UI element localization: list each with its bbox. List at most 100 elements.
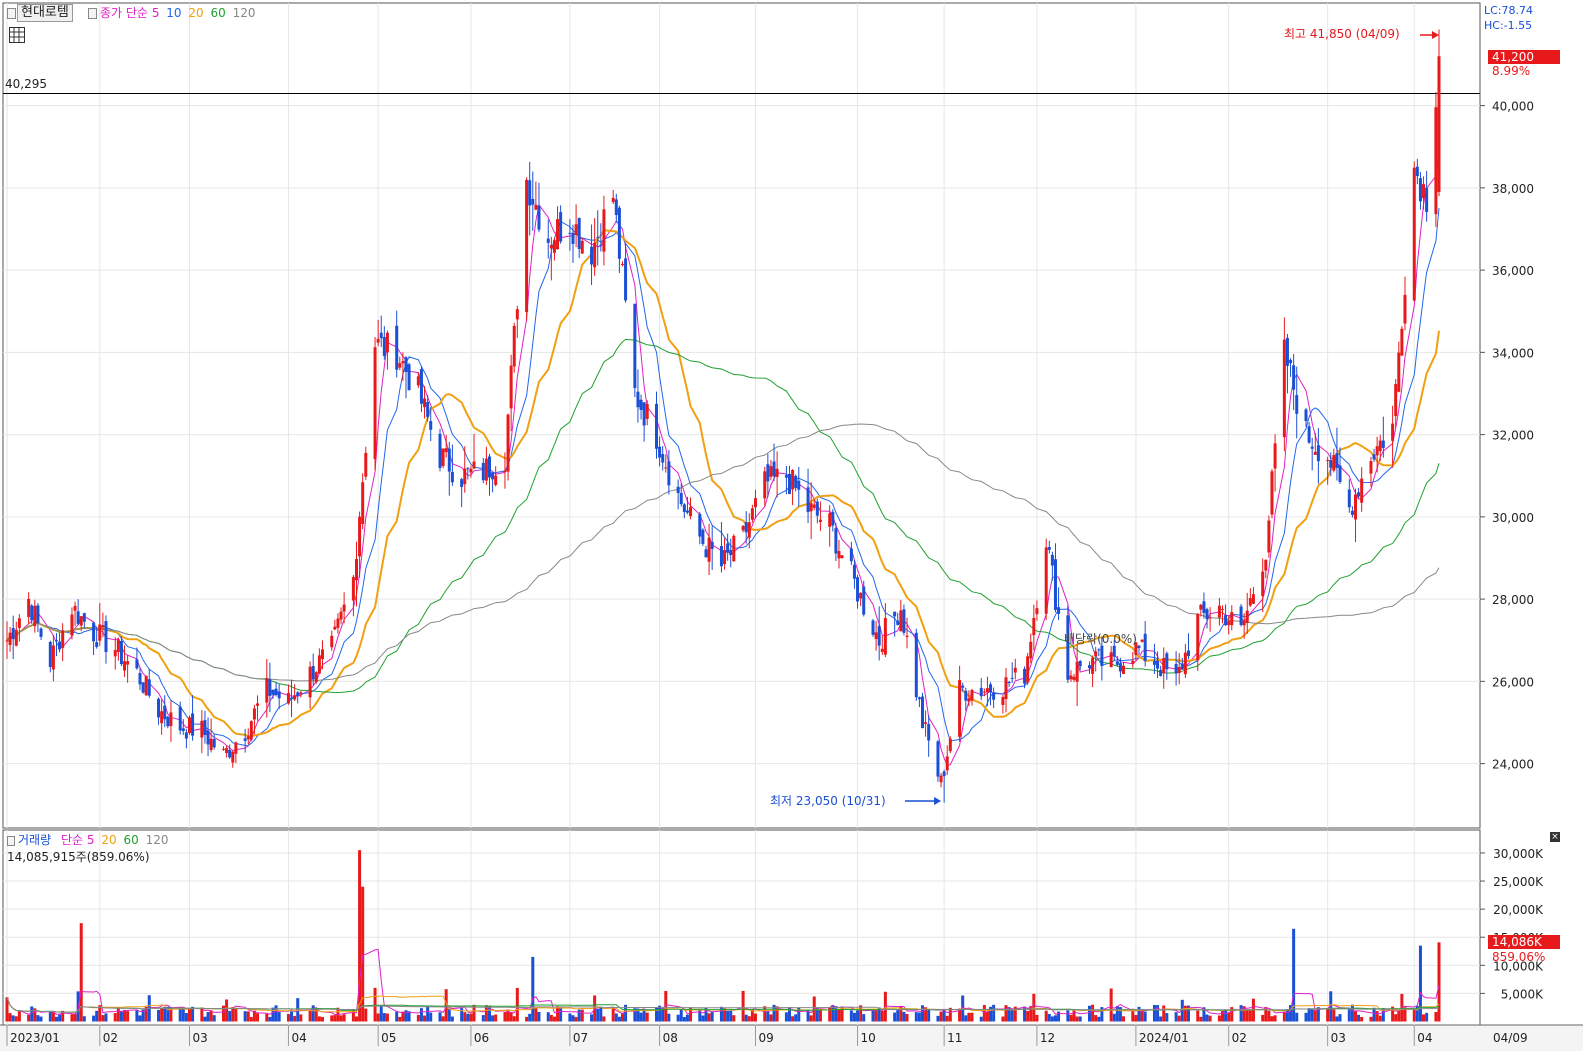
volume-bar xyxy=(747,1016,751,1022)
candle-body xyxy=(927,723,931,741)
volume-bar xyxy=(1422,1014,1426,1022)
volume-bar xyxy=(54,1016,58,1022)
candle-body xyxy=(1313,451,1317,455)
volume-bar xyxy=(51,1011,55,1022)
volume-bar xyxy=(382,1013,386,1022)
volume-bar xyxy=(509,1011,513,1022)
volume-bar xyxy=(1143,1011,1147,1022)
volume-bar xyxy=(806,1010,810,1022)
candle-body xyxy=(481,462,485,481)
candle-body xyxy=(200,720,204,738)
candle-body xyxy=(784,475,788,478)
candle-body xyxy=(1078,661,1082,667)
candle-body xyxy=(1050,554,1054,566)
y-tick-label: 28,000 xyxy=(1492,593,1534,607)
high-annotation: 최고 41,850 (04/09) xyxy=(1284,27,1400,41)
grid-icon[interactable] xyxy=(9,27,25,43)
volume-bar xyxy=(416,1014,420,1022)
candle-body xyxy=(528,180,532,206)
volume-bar xyxy=(1403,1007,1407,1022)
candle-body xyxy=(98,624,102,641)
vol-ma60-label: 60 xyxy=(123,833,139,847)
candle-body xyxy=(1112,645,1116,657)
candle-body xyxy=(636,391,640,408)
volume-bar xyxy=(1050,1016,1054,1022)
volume-bar xyxy=(1239,1005,1243,1022)
candle-body xyxy=(531,198,535,205)
volume-bar xyxy=(438,1012,442,1022)
candle-body xyxy=(1165,653,1169,670)
volume-bar xyxy=(989,1006,993,1022)
volume-bar xyxy=(98,1005,102,1022)
x-tick-label: 05 xyxy=(381,1031,396,1045)
candle-body xyxy=(1075,661,1079,682)
volume-bar xyxy=(1304,1012,1308,1022)
candle-body xyxy=(1057,607,1061,614)
volume-bar xyxy=(463,1012,467,1022)
legend-toggle-icon[interactable] xyxy=(88,8,97,19)
stock-name-label[interactable]: 현대로템 xyxy=(17,4,73,22)
candle-body xyxy=(590,246,594,265)
candle-body xyxy=(290,697,294,700)
volume-bar xyxy=(364,1008,368,1022)
candle-body xyxy=(750,508,754,520)
close-panel-icon[interactable]: × xyxy=(1550,832,1560,842)
candle-body xyxy=(1381,440,1385,448)
candle-body xyxy=(1152,660,1156,665)
volume-bar xyxy=(877,1007,881,1022)
candle-body xyxy=(1285,337,1289,366)
volume-bar xyxy=(1338,1014,1342,1022)
volume-bar xyxy=(243,1011,247,1022)
volume-bar xyxy=(181,1007,185,1022)
candle-body xyxy=(157,698,161,718)
candle-body xyxy=(491,472,495,480)
candle-body xyxy=(187,717,191,733)
candle-body xyxy=(95,642,99,647)
volume-bar xyxy=(1310,1009,1314,1022)
volume-bar xyxy=(330,1015,334,1022)
candle-body xyxy=(655,403,659,449)
candle-body xyxy=(166,716,170,727)
volume-bar xyxy=(354,1016,358,1022)
ma10-line xyxy=(6,208,1440,747)
volume-bar xyxy=(61,1010,65,1022)
volume-bar xyxy=(1007,1007,1011,1022)
candle-body xyxy=(883,618,887,655)
y-tick-label: 10,000K xyxy=(1493,959,1544,973)
candle-body xyxy=(17,618,21,628)
candle-body xyxy=(1001,697,1005,705)
y-tick-label: 24,000 xyxy=(1492,758,1534,772)
candle-body xyxy=(747,522,751,538)
candle-body xyxy=(1013,667,1017,673)
volume-bar xyxy=(157,1009,161,1022)
volume-bar xyxy=(48,1011,52,1022)
candle-body xyxy=(899,610,903,632)
volume-bar xyxy=(1289,1005,1293,1022)
candle-body xyxy=(163,705,167,720)
legend-toggle-icon[interactable] xyxy=(7,836,15,846)
candle-body xyxy=(525,179,529,313)
volume-bar xyxy=(70,1014,74,1022)
volume-bar xyxy=(203,1016,207,1022)
x-tick-label: 09 xyxy=(758,1031,773,1045)
candle-body xyxy=(1205,609,1209,620)
volume-bar xyxy=(1165,1013,1169,1022)
y-tick-label: 32,000 xyxy=(1492,429,1534,443)
candle-body xyxy=(1289,359,1293,364)
volume-bar xyxy=(633,1008,637,1022)
volume-bar xyxy=(92,1015,96,1022)
candle-body xyxy=(1251,594,1255,604)
candle-body xyxy=(859,592,863,599)
current-price-badge: 41,200 xyxy=(1488,50,1560,64)
x-tick-label: 08 xyxy=(663,1031,678,1045)
x-tick-label: 04/09 xyxy=(1493,1031,1528,1045)
legend-toggle-icon[interactable] xyxy=(7,8,16,19)
volume-bar xyxy=(228,1010,232,1022)
volume-bar xyxy=(447,1008,451,1022)
candle-body xyxy=(961,685,965,688)
volume-title: 거래량 xyxy=(18,833,52,847)
volume-bar xyxy=(1261,1014,1265,1022)
candle-body xyxy=(296,692,300,696)
candle-body xyxy=(293,695,297,700)
